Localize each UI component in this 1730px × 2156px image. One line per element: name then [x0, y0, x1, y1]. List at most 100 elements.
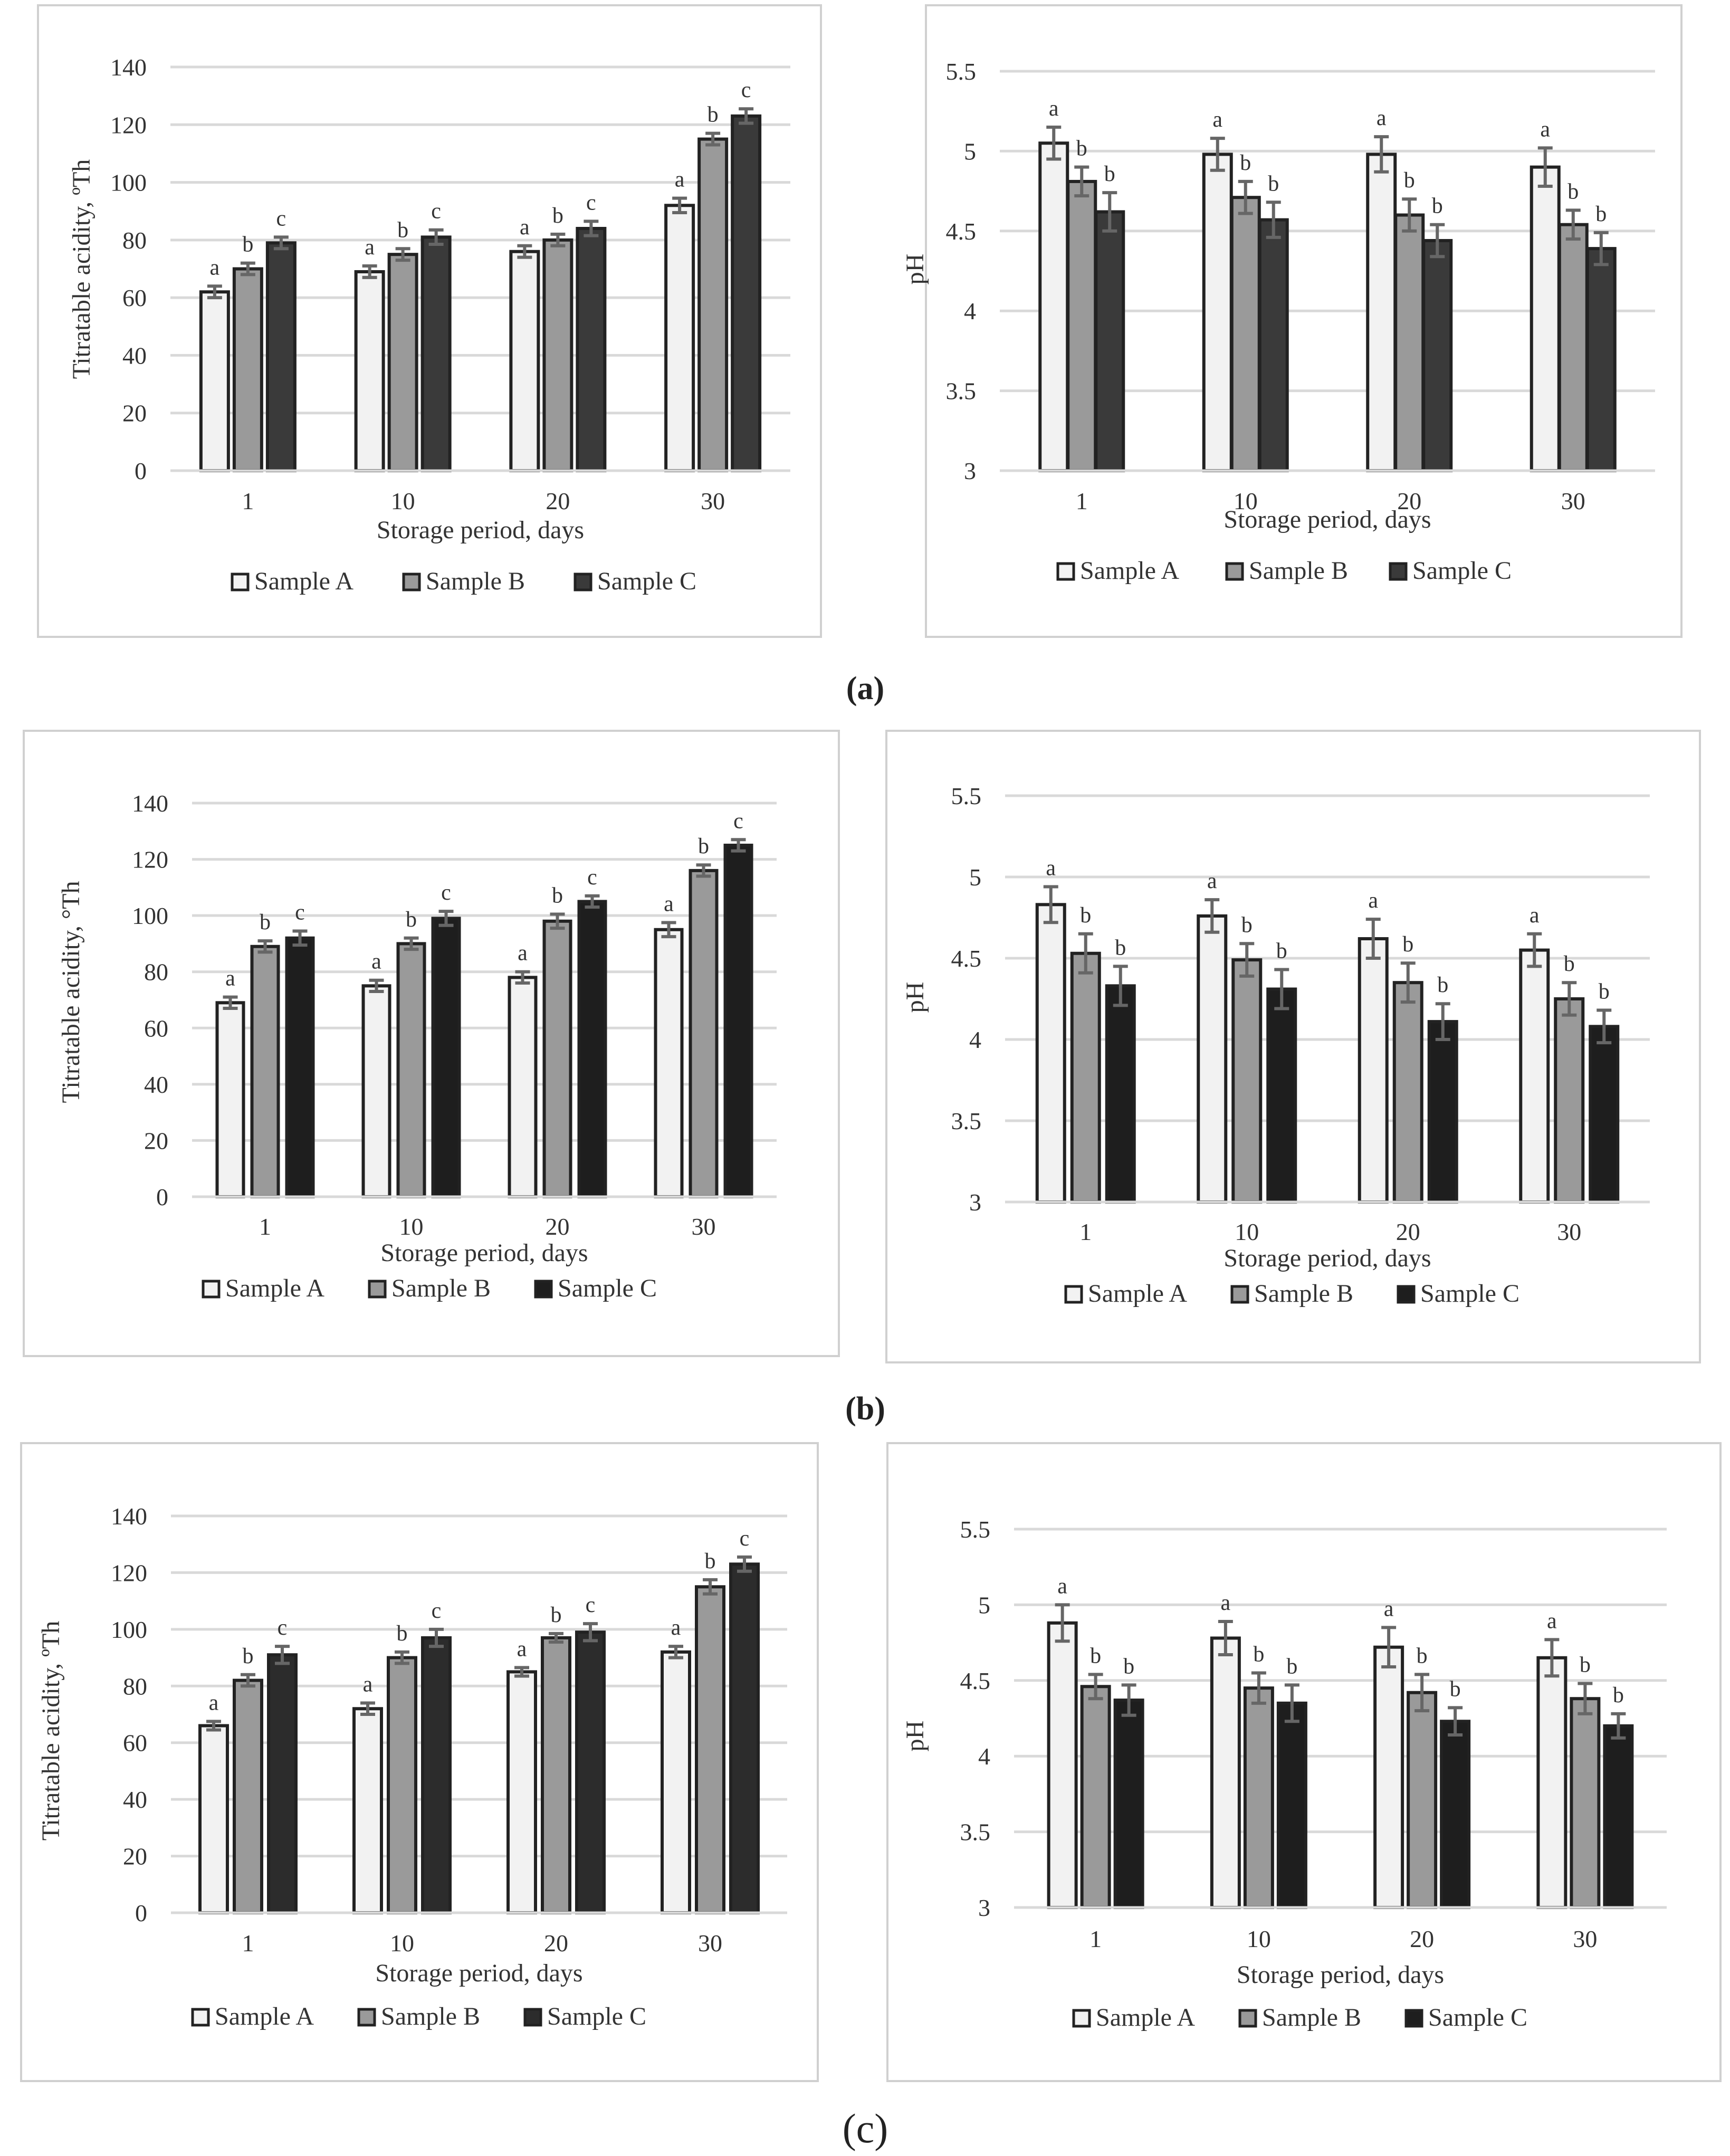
bar-sample-a: [354, 270, 385, 472]
significance-letter: a: [1547, 1609, 1557, 1633]
bar-sample-a: [1530, 165, 1561, 472]
significance-letter: b: [1567, 179, 1579, 204]
legend-label: Sample B: [1254, 1280, 1353, 1308]
chart-frame: [37, 4, 822, 638]
y-tick-label: 4: [964, 298, 976, 325]
legend-swatch: [523, 2008, 542, 2027]
significance-letter: c: [431, 199, 441, 224]
bar-sample-b: [1570, 1697, 1601, 1910]
significance-letter: a: [675, 168, 685, 192]
significance-letter: b: [242, 233, 253, 257]
significance-letter: b: [705, 1549, 716, 1573]
significance-letter: a: [1049, 97, 1059, 121]
significance-letter: b: [708, 103, 719, 127]
significance-letter: b: [260, 910, 271, 934]
legend-label: Sample C: [597, 567, 696, 595]
significance-letter: a: [518, 941, 528, 966]
legend-swatch: [1064, 1285, 1083, 1304]
y-tick-label: 40: [123, 1786, 147, 1813]
bar-sample-a: [1519, 948, 1550, 1204]
significance-letter: b: [698, 834, 709, 858]
bar-sample-b: [232, 267, 263, 472]
significance-letter: a: [1221, 1591, 1231, 1615]
legend-label: Sample B: [426, 567, 525, 595]
bar-sample-c: [575, 1630, 606, 1914]
chart-frame: [925, 4, 1683, 638]
bar-sample-a: [361, 984, 391, 1199]
y-tick-label: 3: [964, 457, 976, 484]
significance-letter: c: [441, 881, 451, 905]
bar-sample-b: [387, 1656, 417, 1915]
legend-label: Sample A: [254, 567, 353, 595]
bar-sample-b: [250, 945, 280, 1199]
x-tick-label: 20: [544, 1930, 568, 1957]
significance-letter: a: [1377, 106, 1387, 130]
significance-letter: c: [295, 900, 305, 924]
bar-sample-a: [1035, 903, 1066, 1204]
y-tick-label: 120: [132, 846, 168, 873]
bar-sample-b: [387, 253, 418, 472]
x-tick-label: 20: [546, 488, 570, 514]
panel-label-a: (a): [846, 671, 884, 707]
bar-sample-c: [1105, 984, 1136, 1204]
x-tick-label: 1: [242, 488, 254, 514]
significance-letter: b: [1402, 932, 1413, 957]
y-tick-label: 4.5: [951, 945, 982, 972]
x-tick-label: 30: [701, 488, 725, 514]
legend-swatch: [1389, 562, 1408, 581]
y-tick-label: 80: [122, 227, 147, 254]
bar-sample-a: [1197, 914, 1228, 1204]
significance-letter: a: [520, 215, 530, 240]
significance-letter: a: [371, 950, 381, 974]
significance-letter: b: [1286, 1654, 1297, 1678]
legend-swatch: [1230, 1285, 1249, 1304]
x-tick-label: 20: [546, 1213, 570, 1240]
significance-letter: b: [1432, 194, 1443, 218]
y-tick-label: 100: [132, 902, 168, 929]
x-tick-label: 20: [1396, 1218, 1420, 1245]
y-tick-label: 0: [156, 1184, 168, 1210]
significance-letter: b: [1417, 1644, 1428, 1668]
bar-sample-a: [664, 204, 695, 472]
significance-letter: b: [397, 218, 408, 242]
x-axis-label: Storage period, days: [1224, 1244, 1431, 1272]
legend-label: Sample B: [381, 2002, 480, 2030]
y-tick-label: 120: [111, 1559, 147, 1586]
bar-sample-c: [285, 936, 315, 1199]
y-tick-label: 3.5: [946, 378, 977, 405]
bar-sample-b: [396, 942, 426, 1199]
bar-sample-b: [1557, 223, 1589, 472]
y-tick-label: 5: [964, 138, 976, 165]
legend-swatch: [368, 1280, 387, 1299]
y-tick-label: 5: [978, 1591, 990, 1618]
x-tick-label: 1: [1089, 1925, 1102, 1952]
y-tick-label: 140: [132, 790, 168, 817]
significance-letter: a: [1540, 117, 1550, 141]
chart-frame: [885, 730, 1701, 1363]
bar-sample-a: [508, 976, 538, 1199]
bar-sample-a: [198, 1724, 229, 1914]
significance-letter: b: [1241, 913, 1253, 937]
bar-sample-c: [729, 1562, 760, 1914]
significance-letter: c: [278, 1616, 288, 1640]
significance-letter: b: [552, 883, 563, 908]
bar-sample-c: [1094, 210, 1125, 472]
y-tick-label: 120: [110, 111, 147, 138]
y-tick-label: 3.5: [960, 1819, 991, 1846]
significance-letter: a: [1384, 1597, 1394, 1621]
y-tick-label: 40: [144, 1071, 168, 1098]
significance-letter: b: [1115, 936, 1126, 960]
y-tick-label: 140: [111, 1503, 147, 1530]
bar-sample-a: [1358, 937, 1389, 1204]
x-tick-label: 10: [390, 1930, 414, 1957]
bar-sample-c: [420, 235, 452, 472]
x-tick-label: 1: [259, 1213, 271, 1240]
significance-letter: b: [1404, 168, 1415, 193]
significance-letter: b: [406, 908, 417, 932]
y-axis-label: pH: [901, 1721, 929, 1752]
bar-sample-a: [1373, 1645, 1404, 1910]
bar-sample-c: [267, 1653, 298, 1914]
x-tick-label: 10: [399, 1213, 424, 1240]
y-tick-label: 5.5: [960, 1516, 991, 1543]
